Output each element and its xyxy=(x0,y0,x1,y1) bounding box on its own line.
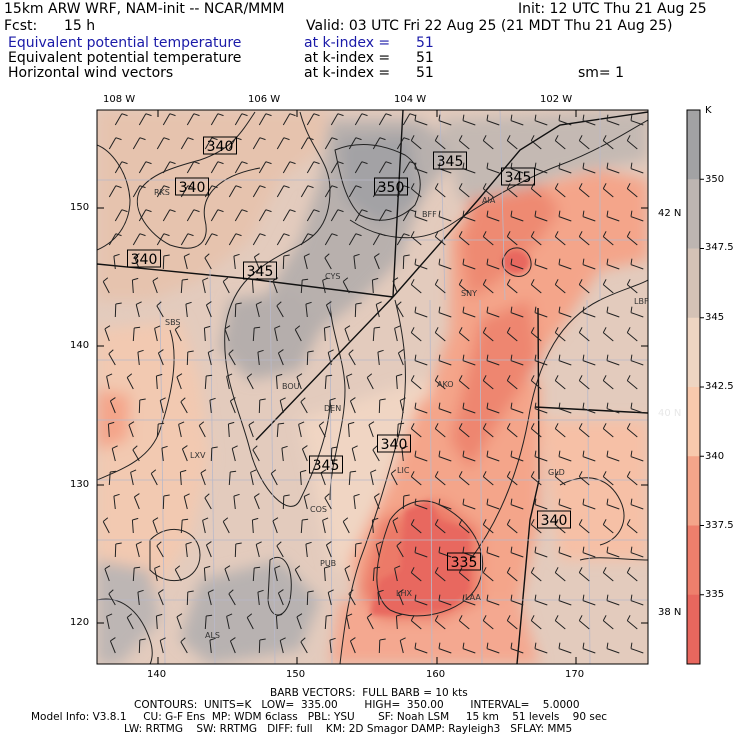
lon-label-102w: 102 W xyxy=(540,94,573,105)
city-aia: AIA xyxy=(482,196,496,205)
city-lic: LIC xyxy=(397,466,410,475)
contour-label: 335 xyxy=(447,552,481,571)
x-tick-150: 150 xyxy=(286,669,306,680)
smoothing-label: sm= 1 xyxy=(578,65,625,81)
city-sny: SNY xyxy=(461,289,477,298)
y-tick-140: 140 xyxy=(70,340,90,351)
field-1-k: 51 xyxy=(416,35,434,51)
x-tick-140: 140 xyxy=(147,669,167,680)
plot-frame xyxy=(96,109,649,665)
field-2-level: at k-index = xyxy=(304,50,391,66)
x-tick-170: 170 xyxy=(565,669,585,680)
colorbar-segment xyxy=(687,179,700,249)
contour-label-group: 340 340 340 345 350 345 345 345 340 340 335 xyxy=(127,136,571,571)
contour-label: 340 xyxy=(377,434,411,453)
colorbar-unit: K xyxy=(705,105,712,116)
field-2-name: Equivalent potential temperature xyxy=(8,50,242,66)
y-tick-120: 120 xyxy=(70,617,90,628)
wind-barbs xyxy=(102,113,644,654)
init-time: Init: 12 UTC Thu 21 Aug 25 xyxy=(518,1,707,17)
city-bff: BFF xyxy=(422,210,437,219)
lon-label-104w: 104 W xyxy=(394,94,427,105)
colorbar-label-337-5: 337.5 xyxy=(705,520,734,531)
colorbar-segment xyxy=(687,317,700,388)
model-title: 15km ARW WRF, NAM-init -- NCAR/MMM xyxy=(4,1,285,17)
footer-model-info: Model Info: V3.8.1 CU: G-F Ens MP: WDM 6… xyxy=(31,711,608,723)
wind-barb-path xyxy=(102,113,644,654)
colorbar-segment xyxy=(687,525,700,596)
contour-lines xyxy=(97,111,648,664)
colorbar-segment xyxy=(687,387,700,457)
contour-label: 345 xyxy=(433,151,467,170)
contour-label: 340 xyxy=(203,136,237,155)
city-lxv: LXV xyxy=(190,451,206,460)
x-tick-160: 160 xyxy=(426,669,446,680)
svg-text:345: 345 xyxy=(313,458,340,474)
colorbar-label-347-5: 347.5 xyxy=(705,242,734,253)
svg-text:335: 335 xyxy=(451,555,478,571)
city-pub: PUB xyxy=(320,559,336,568)
lat-label-42n: 42 N xyxy=(658,208,682,219)
svg-text:350: 350 xyxy=(378,180,405,196)
contour-label: 340 xyxy=(537,510,571,529)
footer-contour-info: CONTOURS: UNITS=K LOW= 335.00 HIGH= 350.… xyxy=(134,699,580,711)
svg-text:340: 340 xyxy=(381,437,408,453)
city-laa: LAA xyxy=(465,593,481,602)
axis-ticks xyxy=(97,110,648,664)
contour-label: 345 xyxy=(243,261,277,280)
city-bou: BOU xyxy=(282,382,300,391)
colorbar-segment xyxy=(687,110,700,180)
field-1-name: Equivalent potential temperature xyxy=(8,35,242,51)
forecast-label: Fcst: xyxy=(4,18,38,34)
colorbar-label-335: 335 xyxy=(705,589,725,600)
field-3-level: at k-index = xyxy=(304,65,391,81)
city-rks: RKS xyxy=(154,188,170,197)
y-tick-130: 130 xyxy=(70,479,90,490)
contour-label: 345 xyxy=(501,167,535,186)
valid-time: Valid: 03 UTC Fri 22 Aug 25 (21 MDT Thu … xyxy=(306,18,673,34)
lon-label-106w: 106 W xyxy=(248,94,281,105)
field-1-level: at k-index = xyxy=(304,35,391,51)
colorbar-label-345: 345 xyxy=(705,312,725,323)
colorbar-label-340: 340 xyxy=(705,451,725,462)
colorbar-segment xyxy=(687,248,700,319)
city-cos: COS xyxy=(310,505,327,514)
svg-text:345: 345 xyxy=(247,264,274,280)
colorbar xyxy=(686,109,704,665)
svg-text:345: 345 xyxy=(505,170,532,186)
contour-label: 345 xyxy=(309,455,343,474)
svg-text:345: 345 xyxy=(437,154,464,170)
colorbar-segment xyxy=(687,594,700,665)
forecast-hour: 15 h xyxy=(64,18,96,34)
city-lhx: LHX xyxy=(396,589,412,598)
city-labels: RKS BFF AIA CYS SNY LBF SBS BOU AKO DEN … xyxy=(154,188,649,640)
svg-text:340: 340 xyxy=(541,513,568,529)
svg-text:340: 340 xyxy=(131,252,158,268)
svg-text:340: 340 xyxy=(179,180,206,196)
city-den: DEN xyxy=(324,404,341,413)
lon-label-108w: 108 W xyxy=(103,94,136,105)
city-cys: CYS xyxy=(325,272,340,281)
y-tick-150: 150 xyxy=(70,202,90,213)
field-2-k: 51 xyxy=(416,50,434,66)
contour-label: 350 xyxy=(374,177,408,196)
footer-physics-info: LW: RRTMG SW: RRTMG DIFF: full KM: 2D Sm… xyxy=(124,723,573,735)
lat-label-38n: 38 N xyxy=(658,607,682,618)
city-lbf: LBF xyxy=(634,297,649,306)
footer-barb-info: BARB VECTORS: FULL BARB = 10 kts xyxy=(270,687,468,699)
field-3-k: 51 xyxy=(416,65,434,81)
field-3-name: Horizontal wind vectors xyxy=(8,65,174,81)
city-sbs: SBS xyxy=(165,318,181,327)
contour-label: 340 xyxy=(175,177,209,196)
svg-text:340: 340 xyxy=(207,139,234,155)
contour-label: 340 xyxy=(127,249,161,268)
city-gld: GLD xyxy=(548,468,565,477)
city-ako: AKO xyxy=(437,380,454,389)
colorbar-label-350: 350 xyxy=(705,174,725,185)
colorbar-segment xyxy=(687,456,700,526)
colorbar-label-342-5: 342.5 xyxy=(705,381,734,392)
lat-label-40n: 40 N xyxy=(658,408,682,419)
city-als: ALS xyxy=(205,631,220,640)
